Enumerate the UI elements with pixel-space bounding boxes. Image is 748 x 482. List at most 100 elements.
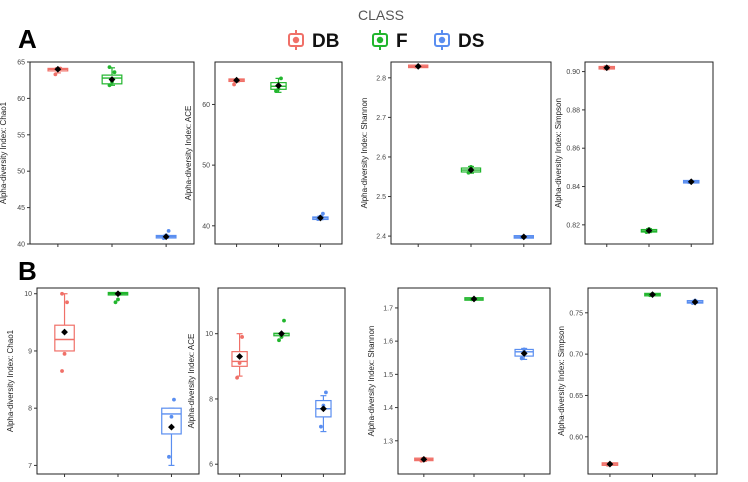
box-f [101,65,123,88]
y-axis-label: Alpha-diversity Index: ACE [187,334,196,429]
y-axis-label: Alpha-diversity Index: Chao1 [6,329,15,432]
legend-label-db: DB [312,31,339,52]
mean-marker [520,233,528,241]
y-tick-label: 45 [17,205,25,212]
y-tick-label: 0.60 [569,434,583,441]
panel-a-2: 40 50 60 Alpha-diversity Index: ACE [184,61,343,247]
mean-marker [467,166,475,174]
y-axis-label: Alpha-diversity Index: Simpson [554,98,563,208]
y-tick-label: 0.65 [569,393,583,400]
data-point [274,89,278,94]
mean-marker [168,423,175,431]
data-point [166,228,171,233]
plot-frame [587,287,718,475]
legend-key-ds [434,30,450,50]
legend-key-db [288,30,304,50]
data-point [324,390,328,395]
y-tick-label: 1.6 [383,339,393,346]
box-ds [161,397,182,467]
box-ds [682,178,700,186]
mean-marker [236,353,243,360]
y-tick-label: 2.4 [376,234,386,241]
mean-marker [162,233,170,241]
mean-marker [691,298,699,306]
data-point [172,397,176,402]
y-axis-label: Alpha-diversity Index: Chao1 [0,101,8,204]
y-tick-label: 6 [209,462,213,469]
y-axis-label: Alpha-diversity Index: ACE [184,106,193,201]
y-tick-label: 7 [28,463,32,470]
mean-marker [320,405,327,413]
legend-key-dot [438,36,446,44]
y-tick-label: 40 [202,223,210,230]
mean-marker [603,64,611,72]
y-tick-label: 0.86 [566,146,580,153]
box-db [414,455,434,463]
mean-marker [233,76,240,84]
y-tick-label: 2.8 [376,75,386,82]
y-tick-label: 2.7 [376,115,386,122]
y-tick-label: 10 [205,331,213,338]
mean-marker [108,76,116,83]
panel-label-a: A [18,24,37,54]
data-point [112,70,117,75]
mean-marker [114,290,122,298]
data-point [116,297,120,302]
y-tick-label: 0.70 [569,352,583,359]
box-ds [315,390,332,433]
data-point [235,375,239,380]
box-f [644,291,661,299]
data-point [232,82,236,87]
mean-marker [278,330,285,338]
y-tick-label: 40 [17,242,25,249]
data-point [107,83,112,88]
panel-b-4: 0.60 0.65 0.70 0.75 Alpha-diversity Index: S… [557,287,718,477]
data-point [169,414,174,419]
box-f [107,290,129,305]
box-f [270,76,287,94]
panel-label-b: B [18,256,37,286]
box-db [598,64,616,72]
box-f [640,227,658,235]
mean-marker [54,65,62,73]
data-point [240,335,244,339]
data-point [53,72,58,77]
legend-label-ds: DS [458,31,484,52]
box-ds [686,298,704,306]
box [54,324,75,352]
mean-marker [420,455,428,463]
data-point [522,347,527,352]
box-db [228,76,245,87]
y-tick-label: 0.75 [569,310,583,317]
panel-a-1: 40 45 50 55 60 65 Alpha-diversity Index: Chao1 [0,60,195,249]
box-ds [514,347,534,361]
y-tick-label: 8 [209,396,213,403]
y-tick-label: 50 [202,163,210,170]
y-tick-label: 1.5 [383,372,393,379]
box-ds [155,228,177,241]
plot-frame [217,287,346,475]
box-f [464,295,484,303]
box-f [460,164,482,175]
mean-marker [687,178,695,186]
y-axis-label: Alpha-diversity Index: Shannon [360,98,369,209]
legend: CLASS DB F DS [0,0,748,60]
y-tick-label: 50 [17,169,25,176]
y-axis-label: Alpha-diversity Index: Shannon [367,326,376,437]
box-ds [312,211,329,222]
legend-label-f: F [396,31,408,52]
mean-marker [61,328,68,336]
box [161,407,182,435]
data-point [279,76,283,81]
mean-marker [470,295,478,303]
data-point [237,361,242,365]
box-db [47,65,69,77]
data-point [519,356,524,361]
box-db [601,460,619,468]
data-point [277,338,281,343]
mean-marker [645,227,653,234]
y-tick-label: 2.6 [376,154,386,161]
data-point [107,65,112,69]
y-tick-label: 1.7 [383,305,393,312]
